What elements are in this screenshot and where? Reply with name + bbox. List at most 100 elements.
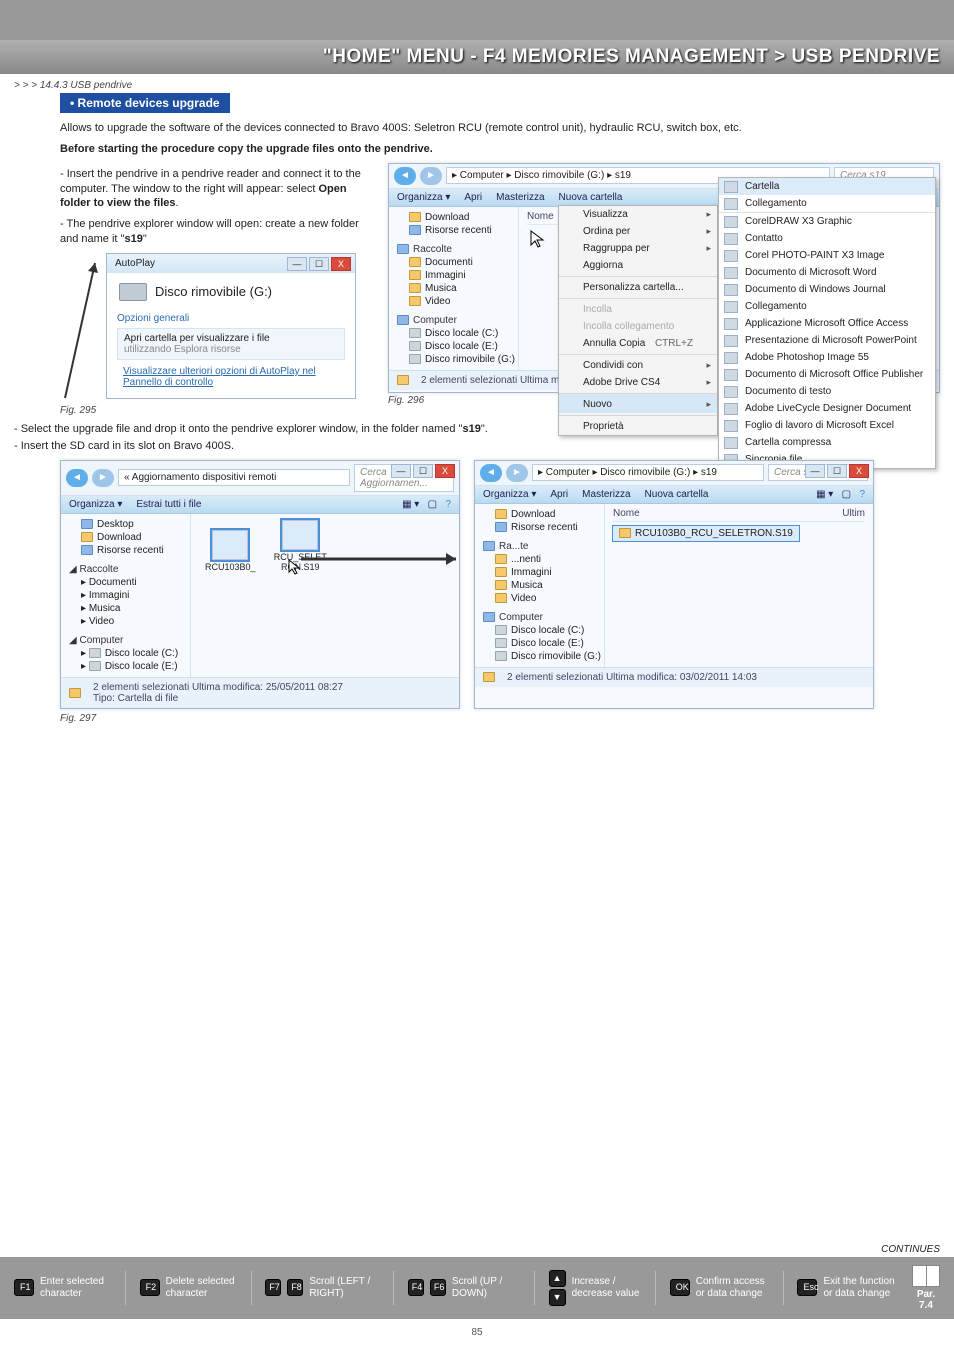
nav-recent[interactable]: Risorse recenti bbox=[481, 521, 598, 534]
forward-button[interactable]: ► bbox=[92, 469, 114, 487]
nav-musica[interactable]: ▸ Musica bbox=[67, 602, 184, 615]
toolbar-extract[interactable]: Estrai tutti i file bbox=[136, 499, 201, 510]
nav-documenti[interactable]: ...nenti bbox=[481, 553, 598, 566]
toolbar-burn[interactable]: Masterizza bbox=[496, 192, 544, 203]
nav-raccolte[interactable]: Ra...te bbox=[481, 540, 598, 553]
file-row[interactable]: RCU103B0_RCU_SELETRON.S19 bbox=[613, 526, 799, 541]
ctx-paste-link[interactable]: Incolla collegamento bbox=[559, 318, 717, 335]
ctx-sort[interactable]: Ordina per bbox=[559, 223, 717, 240]
forward-button[interactable]: ► bbox=[420, 167, 442, 185]
sub-contact[interactable]: Contatto bbox=[719, 230, 935, 247]
nav-raccolte[interactable]: ◢ Raccolte bbox=[67, 563, 184, 576]
nav-immagini[interactable]: Immagini bbox=[395, 269, 512, 282]
ctx-group[interactable]: Raggruppa per bbox=[559, 240, 717, 257]
ctx-customize[interactable]: Personalizza cartella... bbox=[559, 276, 717, 296]
nav-computer[interactable]: ◢ Computer bbox=[67, 634, 184, 647]
explorer-window-2: —☐X ◄ ► « Aggiornamento dispositivi remo… bbox=[60, 460, 460, 709]
nav-c[interactable]: ▸ Disco locale (C:) bbox=[67, 647, 184, 660]
key-esc: Esc bbox=[797, 1279, 817, 1296]
nav-e[interactable]: Disco locale (E:) bbox=[395, 340, 512, 353]
close-button[interactable]: X bbox=[435, 464, 455, 478]
page-title: "HOME" MENU - F4 MEMORIES MANAGEMENT > U… bbox=[14, 46, 940, 68]
address-path[interactable]: ▸ Computer ▸ Disco rimovibile (G:) ▸ s19 bbox=[532, 464, 764, 481]
sub-link2[interactable]: Collegamento bbox=[719, 298, 935, 315]
nav-video[interactable]: ▸ Video bbox=[67, 615, 184, 628]
file-item-1[interactable]: RCU103B0_ bbox=[205, 530, 256, 572]
sub-word[interactable]: Documento di Microsoft Word bbox=[719, 264, 935, 281]
nav-immagini[interactable]: Immagini bbox=[481, 566, 598, 579]
close-button[interactable]: X bbox=[331, 257, 351, 271]
key-down: ▼ bbox=[549, 1289, 566, 1306]
nav-c[interactable]: Disco locale (C:) bbox=[481, 624, 598, 637]
toolbar-open[interactable]: Apri bbox=[550, 489, 568, 500]
nav-raccolte[interactable]: Raccolte bbox=[395, 243, 512, 256]
toolbar-open[interactable]: Apri bbox=[464, 192, 482, 203]
nav-video[interactable]: Video bbox=[481, 592, 598, 605]
sub-xls[interactable]: Foglio di lavoro di Microsoft Excel bbox=[719, 417, 935, 434]
address-path[interactable]: « Aggiornamento dispositivi remoti bbox=[118, 469, 350, 486]
ctx-new[interactable]: Nuovo bbox=[559, 393, 717, 413]
nav-c[interactable]: Disco locale (C:) bbox=[395, 327, 512, 340]
sub-cartella[interactable]: Cartella bbox=[719, 178, 935, 195]
autoplay-open-folder[interactable]: Apri cartella per visualizzare i file ut… bbox=[117, 328, 345, 360]
nav-g[interactable]: Disco rimovibile (G:) bbox=[395, 353, 512, 366]
forward-button[interactable]: ► bbox=[506, 464, 528, 482]
ctx-paste[interactable]: Incolla bbox=[559, 298, 717, 318]
sub-link[interactable]: Collegamento bbox=[719, 195, 935, 212]
minimize-button[interactable]: — bbox=[805, 464, 825, 478]
ctx-share[interactable]: Condividi con bbox=[559, 354, 717, 374]
autoplay-more-options-link[interactable]: Visualizzare ulteriori opzioni di AutoPl… bbox=[117, 362, 345, 396]
sub-ppt[interactable]: Presentazione di Microsoft PowerPoint bbox=[719, 332, 935, 349]
col-header-ultim[interactable]: Ultim bbox=[842, 508, 865, 519]
maximize-button[interactable]: ☐ bbox=[827, 464, 847, 478]
nav-download[interactable]: Download bbox=[395, 211, 512, 224]
close-button[interactable]: X bbox=[849, 464, 869, 478]
nav-desktop[interactable]: Desktop bbox=[67, 518, 184, 531]
back-button[interactable]: ◄ bbox=[394, 167, 416, 185]
nav-recent[interactable]: Risorse recenti bbox=[395, 224, 512, 237]
toolbar-new-folder[interactable]: Nuova cartella bbox=[645, 489, 709, 500]
nav-computer[interactable]: Computer bbox=[395, 314, 512, 327]
autoplay-drive-label: Disco rimovibile (G:) bbox=[155, 284, 272, 299]
sub-pub[interactable]: Documento di Microsoft Office Publisher bbox=[719, 366, 935, 383]
maximize-button[interactable]: ☐ bbox=[413, 464, 433, 478]
nav-computer[interactable]: Computer bbox=[481, 611, 598, 624]
nav-documenti[interactable]: ▸ Documenti bbox=[67, 576, 184, 589]
nav-recent[interactable]: Risorse recenti bbox=[67, 544, 184, 557]
nav-e[interactable]: Disco locale (E:) bbox=[481, 637, 598, 650]
intro-line-2: - Insert the pendrive in a pendrive read… bbox=[60, 167, 380, 212]
toolbar-organize[interactable]: Organizza ▾ bbox=[397, 192, 450, 203]
sub-journal[interactable]: Documento di Windows Journal bbox=[719, 281, 935, 298]
nav-musica[interactable]: Musica bbox=[481, 579, 598, 592]
sub-lc[interactable]: Adobe LiveCycle Designer Document bbox=[719, 400, 935, 417]
toolbar-organize[interactable]: Organizza ▾ bbox=[483, 489, 536, 500]
sub-access[interactable]: Applicazione Microsoft Office Access bbox=[719, 315, 935, 332]
nav-e[interactable]: ▸ Disco locale (E:) bbox=[67, 660, 184, 673]
sub-txt[interactable]: Documento di testo bbox=[719, 383, 935, 400]
nav-video[interactable]: Video bbox=[395, 295, 512, 308]
nav-immagini[interactable]: ▸ Immagini bbox=[67, 589, 184, 602]
maximize-button[interactable]: ☐ bbox=[309, 257, 329, 271]
ctx-refresh[interactable]: Aggiorna bbox=[559, 257, 717, 274]
ctx-adobe[interactable]: Adobe Drive CS4 bbox=[559, 374, 717, 391]
ctx-undo[interactable]: Annulla CopiaCTRL+Z bbox=[559, 335, 717, 352]
sub-zip[interactable]: Cartella compressa bbox=[719, 434, 935, 451]
nav-documenti[interactable]: Documenti bbox=[395, 256, 512, 269]
minimize-button[interactable]: — bbox=[287, 257, 307, 271]
nav-g[interactable]: Disco rimovibile (G:) bbox=[481, 650, 598, 663]
back-button[interactable]: ◄ bbox=[66, 469, 88, 487]
toolbar-organize[interactable]: Organizza ▾ bbox=[69, 499, 122, 510]
nav-musica[interactable]: Musica bbox=[395, 282, 512, 295]
ctx-view[interactable]: Visualizza bbox=[559, 206, 717, 223]
minimize-button[interactable]: — bbox=[391, 464, 411, 478]
ctx-properties[interactable]: Proprietà bbox=[559, 415, 717, 435]
back-button[interactable]: ◄ bbox=[480, 464, 502, 482]
nav-download[interactable]: Download bbox=[481, 508, 598, 521]
toolbar-new-folder[interactable]: Nuova cartella bbox=[559, 192, 623, 203]
toolbar-burn[interactable]: Masterizza bbox=[582, 489, 630, 500]
sub-cpt[interactable]: Corel PHOTO-PAINT X3 Image bbox=[719, 247, 935, 264]
nav-download[interactable]: Download bbox=[67, 531, 184, 544]
sub-ps[interactable]: Adobe Photoshop Image 55 bbox=[719, 349, 935, 366]
sub-cdr[interactable]: CorelDRAW X3 Graphic bbox=[719, 212, 935, 230]
col-header-name[interactable]: Nome bbox=[613, 508, 842, 519]
